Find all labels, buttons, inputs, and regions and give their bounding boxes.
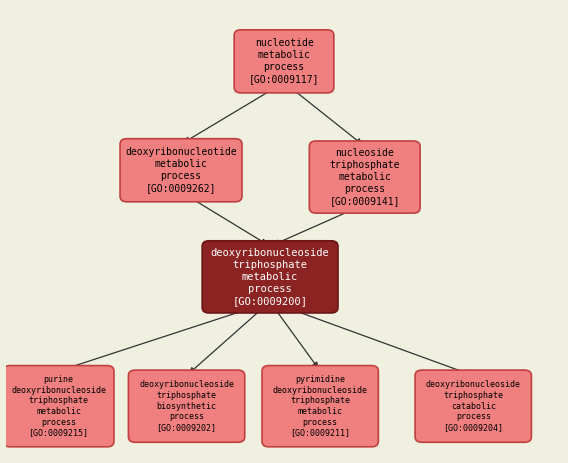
FancyBboxPatch shape: [128, 370, 245, 442]
FancyBboxPatch shape: [234, 30, 334, 93]
Text: deoxyribonucleoside
triphosphate
metabolic
process
[GO:0009200]: deoxyribonucleoside triphosphate metabol…: [211, 248, 329, 306]
Text: deoxyribonucleotide
metabolic
process
[GO:0009262]: deoxyribonucleotide metabolic process [G…: [125, 147, 237, 193]
FancyBboxPatch shape: [415, 370, 532, 442]
FancyBboxPatch shape: [120, 139, 242, 202]
FancyBboxPatch shape: [262, 366, 378, 447]
Text: pyrimidine
deoxyribonucleoside
triphosphate
metabolic
process
[GO:0009211]: pyrimidine deoxyribonucleoside triphosph…: [273, 375, 367, 438]
FancyBboxPatch shape: [3, 366, 114, 447]
FancyBboxPatch shape: [310, 141, 420, 213]
Text: nucleoside
triphosphate
metabolic
process
[GO:0009141]: nucleoside triphosphate metabolic proces…: [329, 148, 400, 206]
Text: nucleotide
metabolic
process
[GO:0009117]: nucleotide metabolic process [GO:0009117…: [249, 38, 319, 84]
FancyBboxPatch shape: [202, 241, 338, 313]
Text: deoxyribonucleoside
triphosphate
catabolic
process
[GO:0009204]: deoxyribonucleoside triphosphate catabol…: [426, 380, 521, 432]
Text: purine
deoxyribonucleoside
triphosphate
metabolic
process
[GO:0009215]: purine deoxyribonucleoside triphosphate …: [11, 375, 106, 438]
Text: deoxyribonucleoside
triphosphate
biosynthetic
process
[GO:0009202]: deoxyribonucleoside triphosphate biosynt…: [139, 380, 234, 432]
